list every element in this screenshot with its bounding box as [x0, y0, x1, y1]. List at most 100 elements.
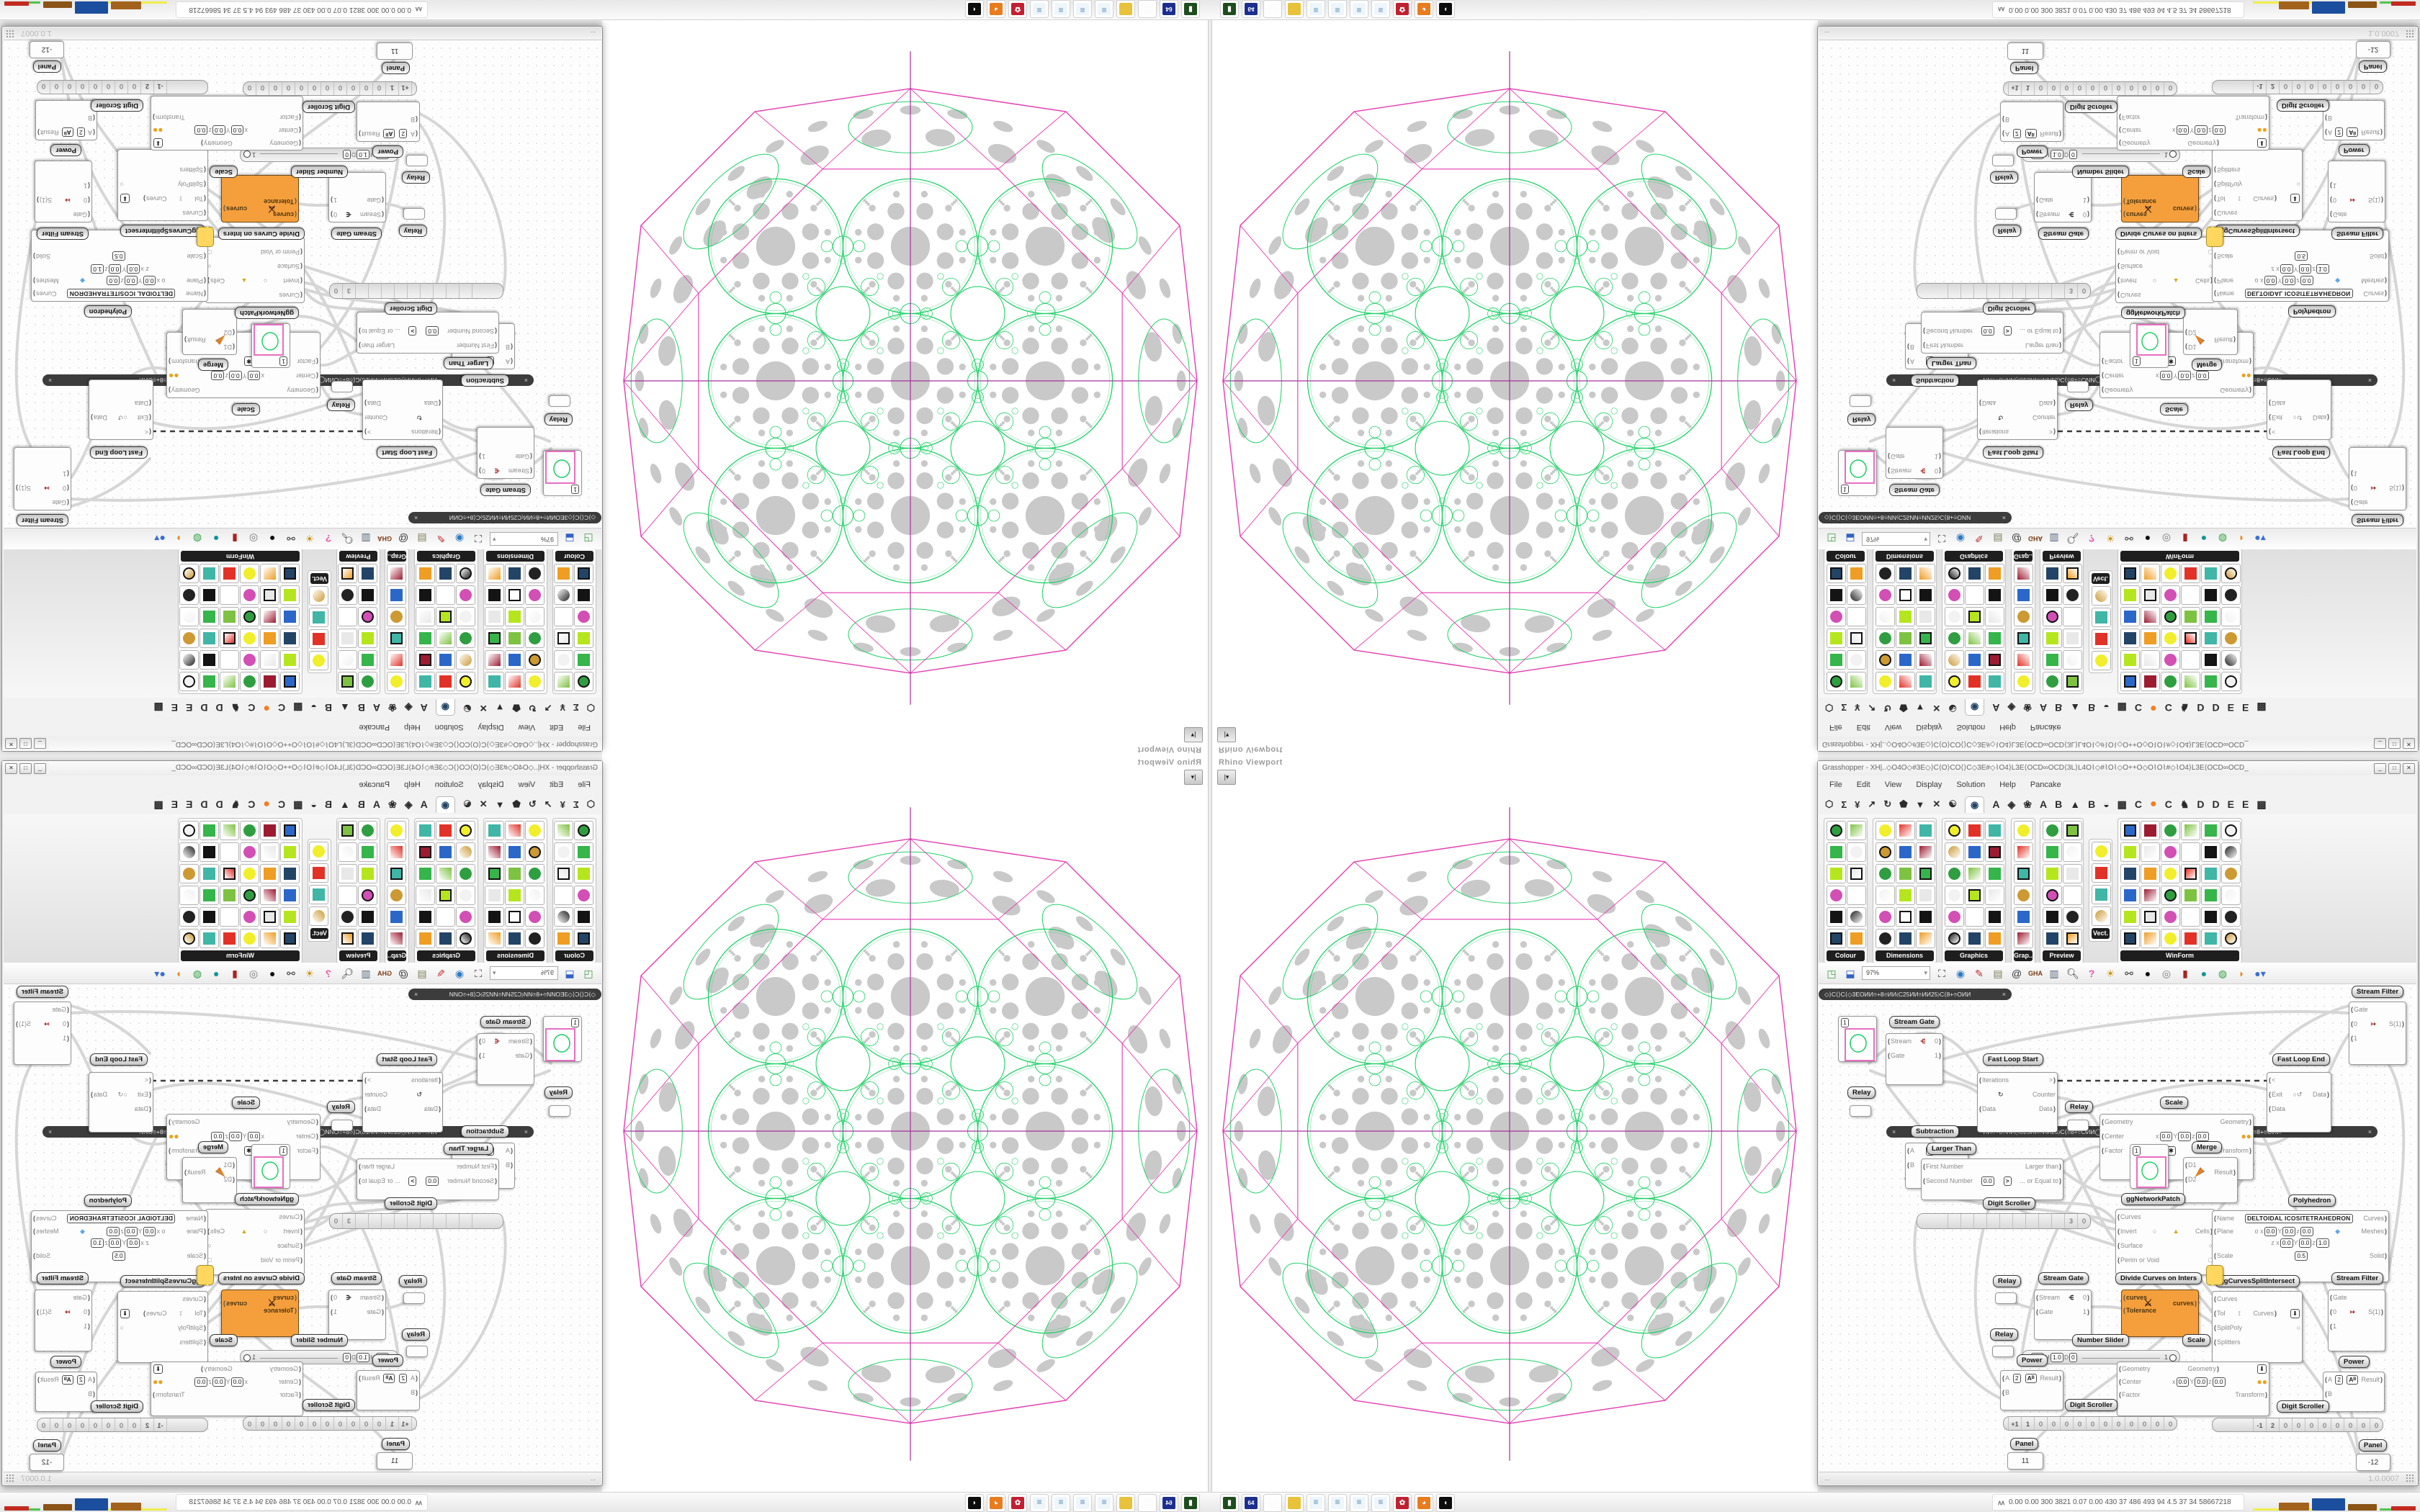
component-icon[interactable]: [260, 629, 279, 648]
component-icon[interactable]: [416, 607, 435, 626]
component-icon[interactable]: [436, 650, 455, 670]
system-monitor-readout[interactable]: ∧∧ 0.00 0.00 300 3821 0.07 0.00 430 37 4…: [176, 1, 428, 18]
menu-item-edit[interactable]: Edit: [550, 723, 564, 732]
component-icon[interactable]: [1876, 672, 1895, 691]
component-icon[interactable]: [2201, 607, 2220, 626]
component-icon[interactable]: [240, 629, 259, 648]
digit-cell[interactable]: [369, 1214, 382, 1228]
component-icon[interactable]: [179, 564, 199, 583]
component-icon[interactable]: [2141, 821, 2160, 840]
digit-cell[interactable]: 0: [2370, 81, 2383, 94]
component-icon[interactable]: [416, 585, 435, 605]
category-tab-letter[interactable]: ◈: [404, 702, 413, 714]
node-label-polyhedron[interactable]: Polyhedron: [2288, 305, 2336, 318]
viewport-tab-label[interactable]: Rhino Viewport: [1137, 745, 1201, 754]
component-icon[interactable]: [554, 564, 573, 583]
polyhedron-name-value[interactable]: DELTOIDAL ICOSITETRAHEDRON: [67, 289, 176, 299]
component-icon[interactable]: [1916, 607, 1935, 626]
close-button[interactable]: ✕: [2403, 763, 2415, 774]
palette-group-label[interactable]: Vect.: [310, 573, 328, 584]
sketch-pencil-icon[interactable]: ✎: [436, 533, 445, 545]
component-icon[interactable]: [2141, 886, 2160, 905]
component-icon[interactable]: [1985, 929, 2004, 948]
component-icon[interactable]: [456, 585, 475, 605]
rhino-viewport-panel[interactable]: Rhino Viewport |▾: [1211, 756, 1818, 1492]
taskbar-item-rhino[interactable]: ◖: [1436, 1494, 1455, 1512]
digit-cell[interactable]: 0: [2138, 82, 2151, 95]
digit-cell[interactable]: +1: [2008, 82, 2021, 95]
minimize-button[interactable]: _: [2374, 763, 2386, 774]
component-icon[interactable]: [2063, 821, 2082, 840]
component-icon[interactable]: [1916, 821, 1935, 840]
digit-cell[interactable]: 0: [2357, 1418, 2370, 1431]
component-icon[interactable]: [338, 650, 357, 670]
component-icon[interactable]: [387, 629, 406, 648]
save-file-icon[interactable]: ⬓: [1845, 533, 1855, 545]
help-box-icon[interactable]: ?: [325, 533, 332, 545]
zoom-combo[interactable]: 97%: [490, 532, 558, 546]
help-box-icon[interactable]: ?: [2088, 533, 2095, 545]
component-icon[interactable]: [2181, 864, 2200, 883]
component-icon[interactable]: [260, 821, 279, 840]
category-tab-letter[interactable]: A: [420, 702, 428, 714]
component-icon[interactable]: [2221, 585, 2241, 605]
component-icon[interactable]: [456, 607, 475, 626]
component-icon[interactable]: [240, 585, 259, 605]
down-arrow-chip[interactable]: ⬇: [2290, 194, 2300, 204]
digit-cell[interactable]: 0: [2292, 1418, 2305, 1431]
component-icon[interactable]: [179, 650, 199, 670]
component-icon[interactable]: [338, 864, 357, 883]
category-tab-icon[interactable]: ⬡: [1825, 703, 1834, 714]
component-icon[interactable]: [1945, 629, 1964, 648]
node-label-relay[interactable]: Relay: [1847, 1086, 1876, 1099]
category-tab-letter[interactable]: ◈: [2007, 798, 2016, 810]
component-icon[interactable]: [358, 842, 377, 862]
category-tab-icon[interactable]: ▼: [495, 702, 505, 714]
digit-scroller[interactable]: -1 2 0 0 0 0 0 0 0 0: [37, 80, 208, 94]
digit-cell[interactable]: [356, 284, 369, 298]
digit-cell[interactable]: 0: [334, 1417, 347, 1430]
taskbar-item-firefox[interactable]: ◕: [987, 1494, 1005, 1512]
component-icon[interactable]: [1847, 929, 1866, 948]
component-icon[interactable]: [2181, 842, 2200, 862]
component-icon[interactable]: [2141, 929, 2160, 948]
node-label-relay[interactable]: Relay: [1993, 1275, 2022, 1287]
node-relay[interactable]: [1850, 1105, 1871, 1117]
node-label-stream-filter[interactable]: Stream Filter: [2352, 514, 2404, 526]
node-relay[interactable]: [331, 1120, 353, 1131]
component-icon[interactable]: [2181, 585, 2200, 605]
category-tab-letter[interactable]: D: [2197, 702, 2205, 714]
digit-cell[interactable]: 0: [2370, 1418, 2383, 1431]
category-tab-icon[interactable]: ✕: [1932, 703, 1941, 714]
component-icon[interactable]: [2063, 564, 2082, 583]
component-icon[interactable]: [387, 607, 406, 626]
node-relay[interactable]: [1992, 1346, 2014, 1357]
digit-cell[interactable]: 0: [360, 82, 373, 95]
digit-cell[interactable]: 0: [63, 81, 76, 94]
digit-cell[interactable]: 0: [2279, 81, 2292, 94]
category-tab-icon[interactable]: ⬟: [1899, 703, 1908, 714]
component-icon[interactable]: [260, 864, 279, 883]
digit-cell[interactable]: [395, 284, 408, 298]
component-icon[interactable]: [505, 842, 524, 862]
component-icon[interactable]: [309, 629, 328, 649]
menu-item-pancake[interactable]: Pancake: [359, 780, 390, 789]
node-panel[interactable]: -12: [30, 1454, 64, 1471]
menu-item-view[interactable]: View: [1884, 780, 1902, 789]
component-icon[interactable]: [2201, 629, 2220, 648]
component-icon[interactable]: [1916, 672, 1935, 691]
component-icon[interactable]: [2120, 585, 2140, 605]
category-tab-letter[interactable]: D: [200, 798, 208, 810]
digit-cell[interactable]: [1948, 1214, 1960, 1228]
digit-cell[interactable]: 2: [2266, 81, 2279, 94]
node-label-larger-than[interactable]: Larger Than: [444, 357, 493, 369]
category-tab-icon[interactable]: ↗: [1868, 798, 1876, 809]
down-arrow-chip[interactable]: ⬇: [120, 1308, 130, 1318]
node-divide-curves-selected[interactable]: curves ⚔curves Tolerance: [221, 1290, 299, 1337]
component-icon[interactable]: [436, 607, 455, 626]
digit-cell[interactable]: 0: [2086, 82, 2099, 95]
close-button[interactable]: ✕: [2403, 738, 2415, 749]
component-icon[interactable]: [280, 650, 300, 670]
node-label-subtraction[interactable]: Subtraction: [461, 1125, 509, 1138]
digit-scroller[interactable]: -1 2 0 0 0 0 0 0 0 0: [37, 1418, 208, 1432]
